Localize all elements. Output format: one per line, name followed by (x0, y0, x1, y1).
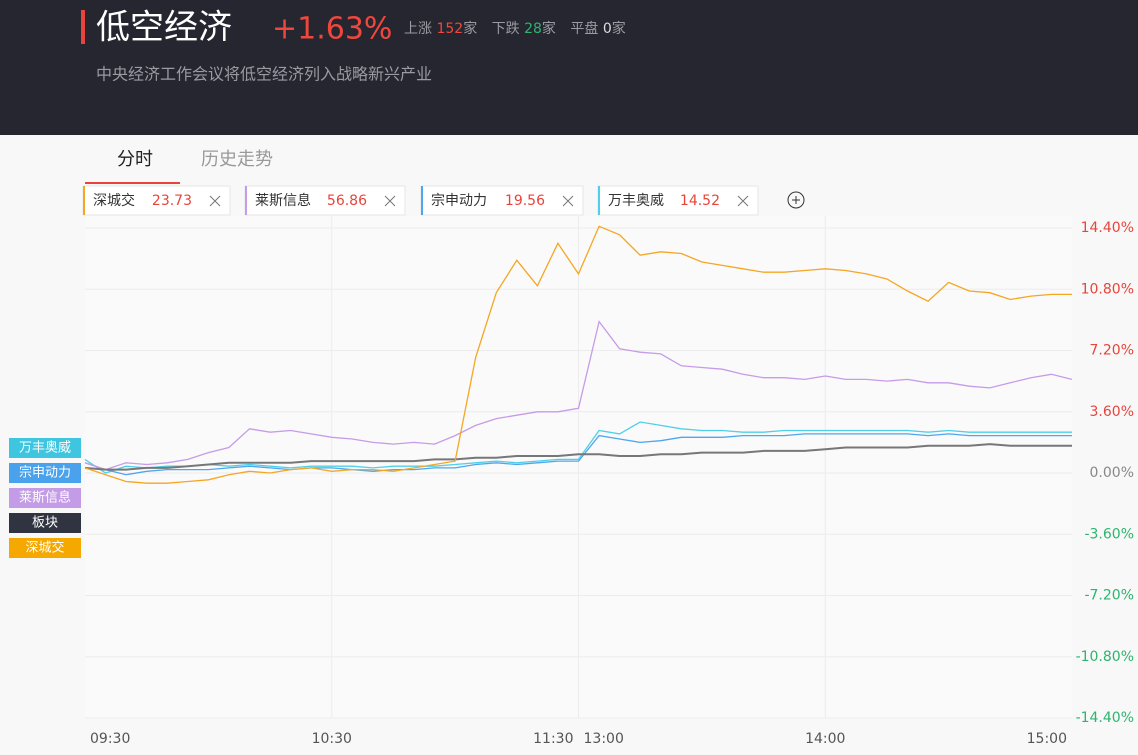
legend-label: 深城交 (25, 540, 64, 556)
header-bg (0, 0, 1138, 135)
y-tick-label: 0.00% (1090, 465, 1134, 481)
title-accent (81, 10, 85, 44)
chip-name: 深城交 (93, 192, 135, 209)
x-tick-label: 11:30 (533, 731, 573, 747)
chip-accent (245, 186, 247, 215)
header-change: +1.63% (272, 12, 392, 47)
legend-tag (9, 513, 81, 533)
stat-count: 152 (436, 21, 463, 37)
stat-count: 28 (524, 21, 542, 37)
series-line (84, 443, 1072, 471)
chip-close[interactable] (384, 195, 396, 207)
y-tick-label: -7.20% (1084, 588, 1134, 604)
legend-tag (9, 538, 81, 558)
x-tick-label: 13:00 (584, 731, 624, 747)
legend-tag (9, 463, 81, 483)
legend-label: 板块 (32, 516, 58, 531)
add-icon (792, 196, 800, 204)
stat-label: 下跌 (492, 21, 520, 37)
y-tick-label: 3.60% (1090, 404, 1134, 420)
header-subtitle: 中央经济工作会议将低空经济列入战略新兴产业 (96, 65, 432, 84)
chip-price: 23.73 (152, 193, 192, 209)
chip-price: 56.86 (327, 193, 367, 209)
chip-close[interactable] (209, 195, 221, 207)
chip[interactable] (597, 185, 759, 216)
chip[interactable] (420, 185, 584, 216)
chip-accent (598, 186, 600, 215)
series-line (84, 421, 1072, 474)
chip-accent (83, 186, 85, 215)
x-tick-label: 14:00 (805, 731, 845, 747)
y-tick-label: -14.40% (1076, 710, 1134, 726)
stat-unit: 家 (463, 20, 477, 37)
stat-count: 0 (603, 21, 612, 37)
header-stats: 上涨 152家 下跌 28家 平盘 0家 (404, 20, 626, 37)
legend-label: 万丰奥威 (19, 441, 71, 456)
chip-price: 19.56 (505, 193, 545, 209)
legend-label: 宗申动力 (19, 465, 71, 481)
series-line (84, 433, 1072, 476)
chip-close[interactable] (737, 195, 749, 207)
series-line (84, 225, 1072, 484)
header-title: 低空经济 (96, 8, 232, 48)
y-tick-label: 14.40% (1081, 220, 1134, 236)
stat-unit: 家 (542, 20, 556, 37)
y-tick-label: 10.80% (1081, 281, 1134, 297)
y-tick-label: -3.60% (1084, 526, 1134, 542)
y-tick-label: 7.20% (1090, 343, 1134, 359)
chip-name: 宗申动力 (431, 193, 487, 209)
compare-chips: 深城交 23.73 莱斯信息 56.86 宗申动力 19.56 万丰奥威 14.52 (82, 185, 759, 216)
tab[interactable]: 历史走势 (201, 149, 273, 170)
tab-underline (85, 182, 180, 184)
x-tick-label: 15:00 (1027, 731, 1067, 747)
y-tick-label: -10.80% (1076, 649, 1134, 665)
tab-active[interactable]: 分时 (117, 149, 153, 170)
stat-label: 上涨 (404, 21, 432, 37)
chip[interactable] (82, 185, 231, 216)
chip-name: 莱斯信息 (255, 192, 311, 209)
legend-label: 莱斯信息 (19, 490, 71, 506)
chip-name: 万丰奥威 (608, 192, 664, 209)
x-tick-label: 10:30 (312, 731, 352, 747)
plot: 14.40% 10.80% 7.20% 3.60% 0.00% -3.60% -7.20% -… (9, 216, 1134, 747)
stat-unit: 家 (612, 20, 626, 37)
chip-accent (421, 186, 423, 215)
chip-close[interactable] (562, 195, 574, 207)
stat-label: 平盘 (570, 20, 598, 37)
add-compare[interactable] (787, 191, 805, 209)
chip-price: 14.52 (680, 193, 720, 209)
legend-tag (9, 488, 81, 508)
legend-tag (9, 438, 81, 458)
x-tick-label: 09:30 (90, 731, 130, 747)
series-line (84, 320, 1073, 471)
